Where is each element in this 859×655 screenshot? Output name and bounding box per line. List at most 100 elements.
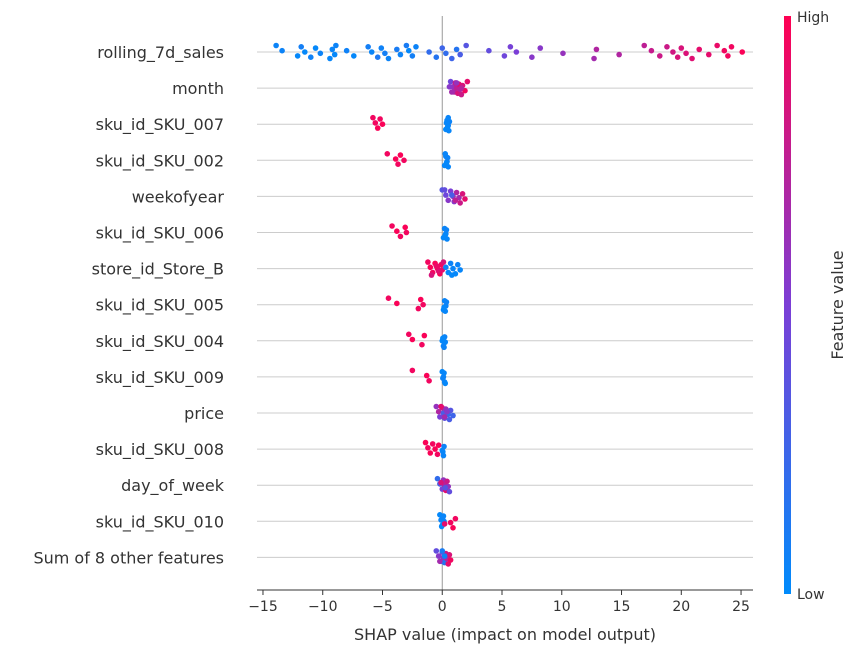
feature-label: rolling_7d_sales	[97, 43, 224, 63]
shap-point	[441, 553, 448, 559]
shap-point	[438, 403, 444, 410]
shap-point	[327, 55, 333, 62]
shap-point	[459, 191, 466, 197]
x-tick-label: −5	[372, 599, 393, 615]
shap-point	[449, 89, 455, 95]
shap-point	[372, 120, 379, 126]
shap-point	[453, 46, 460, 53]
shap-point	[298, 44, 305, 50]
shap-point	[405, 47, 412, 54]
shap-point	[670, 49, 676, 55]
shap-point	[441, 521, 448, 527]
shap-point	[312, 45, 319, 51]
shap-point	[442, 380, 449, 387]
shap-point	[486, 47, 492, 54]
x-axis-ticks: −15 −10 −5 0 5 10 15 20 25	[248, 590, 750, 615]
shap-point	[462, 196, 468, 202]
x-tick-label: 10	[553, 599, 571, 615]
feature-label: price	[184, 404, 224, 423]
shap-point	[434, 451, 441, 458]
shap-point	[365, 44, 371, 50]
shap-point	[437, 414, 443, 420]
shap-point	[447, 78, 454, 85]
shap-point	[446, 552, 453, 558]
shap-point	[560, 50, 566, 57]
shap-point	[409, 367, 416, 374]
shap-point	[463, 42, 469, 49]
shap-point	[377, 116, 383, 122]
shap-point	[440, 375, 446, 382]
shap-point	[384, 151, 391, 157]
shap-point	[529, 54, 535, 60]
shap-point	[452, 197, 459, 204]
shap-point	[433, 54, 440, 60]
colorbar-title: Feature value	[828, 250, 847, 359]
shap-point	[725, 53, 731, 59]
shap-point	[374, 54, 381, 60]
shap-point	[501, 53, 508, 59]
feature-label: weekofyear	[132, 187, 225, 206]
shap-point	[440, 259, 447, 265]
shap-point	[447, 557, 454, 563]
shap-point	[395, 161, 401, 167]
x-tick-label: −10	[308, 599, 338, 615]
shap-point	[441, 344, 447, 351]
shap-point	[443, 299, 450, 305]
shap-point	[434, 475, 441, 482]
shap-point	[446, 488, 453, 495]
shap-point	[689, 55, 695, 62]
colorbar-gradient	[784, 16, 791, 594]
shap-point	[302, 49, 308, 55]
shap-point	[422, 439, 429, 446]
shap-point	[696, 46, 703, 53]
shap-point	[443, 160, 450, 166]
shap-point	[370, 114, 376, 121]
shap-point	[457, 200, 463, 206]
x-tick-label: 25	[732, 599, 750, 615]
shap-point	[397, 51, 404, 58]
shap-point	[435, 553, 442, 559]
shap-point	[432, 446, 438, 452]
shap-point	[443, 264, 449, 271]
shap-point	[442, 232, 449, 238]
shap-point	[426, 49, 432, 55]
shap-point	[429, 441, 436, 447]
shap-point	[441, 414, 448, 420]
shap-point	[409, 53, 416, 59]
shap-point	[445, 114, 452, 121]
x-tick-label: 0	[438, 599, 447, 615]
shap-point	[279, 47, 285, 54]
feature-label: sku_id_SKU_006	[96, 224, 224, 244]
shap-point	[443, 120, 450, 126]
shap-point	[329, 46, 336, 53]
shap-point	[382, 50, 388, 57]
shap-point	[445, 197, 452, 204]
shap-point	[435, 408, 442, 415]
shap-point	[441, 443, 447, 450]
shap-point	[441, 304, 447, 311]
shap-point	[415, 305, 422, 312]
shap-point	[444, 408, 450, 415]
shap-point	[425, 445, 431, 451]
shap-point	[409, 336, 416, 343]
shap-point	[333, 42, 339, 49]
feature-label: month	[172, 79, 224, 98]
shap-point	[443, 50, 449, 57]
shap-point	[401, 157, 407, 164]
shap-point	[449, 55, 455, 62]
shap-point	[427, 264, 434, 271]
shap-point	[705, 51, 712, 58]
shap-point	[442, 151, 449, 157]
shap-point	[440, 335, 446, 342]
shap-point	[389, 223, 395, 229]
shap-point	[307, 54, 314, 60]
shap-point	[453, 189, 460, 196]
shap-point	[437, 558, 443, 565]
feature-label: Sum of 8 other features	[33, 548, 224, 567]
shap-point	[683, 50, 689, 57]
shap-point	[273, 42, 279, 49]
shap-point	[417, 296, 424, 303]
shap-point	[423, 372, 430, 379]
shap-point	[441, 370, 447, 376]
